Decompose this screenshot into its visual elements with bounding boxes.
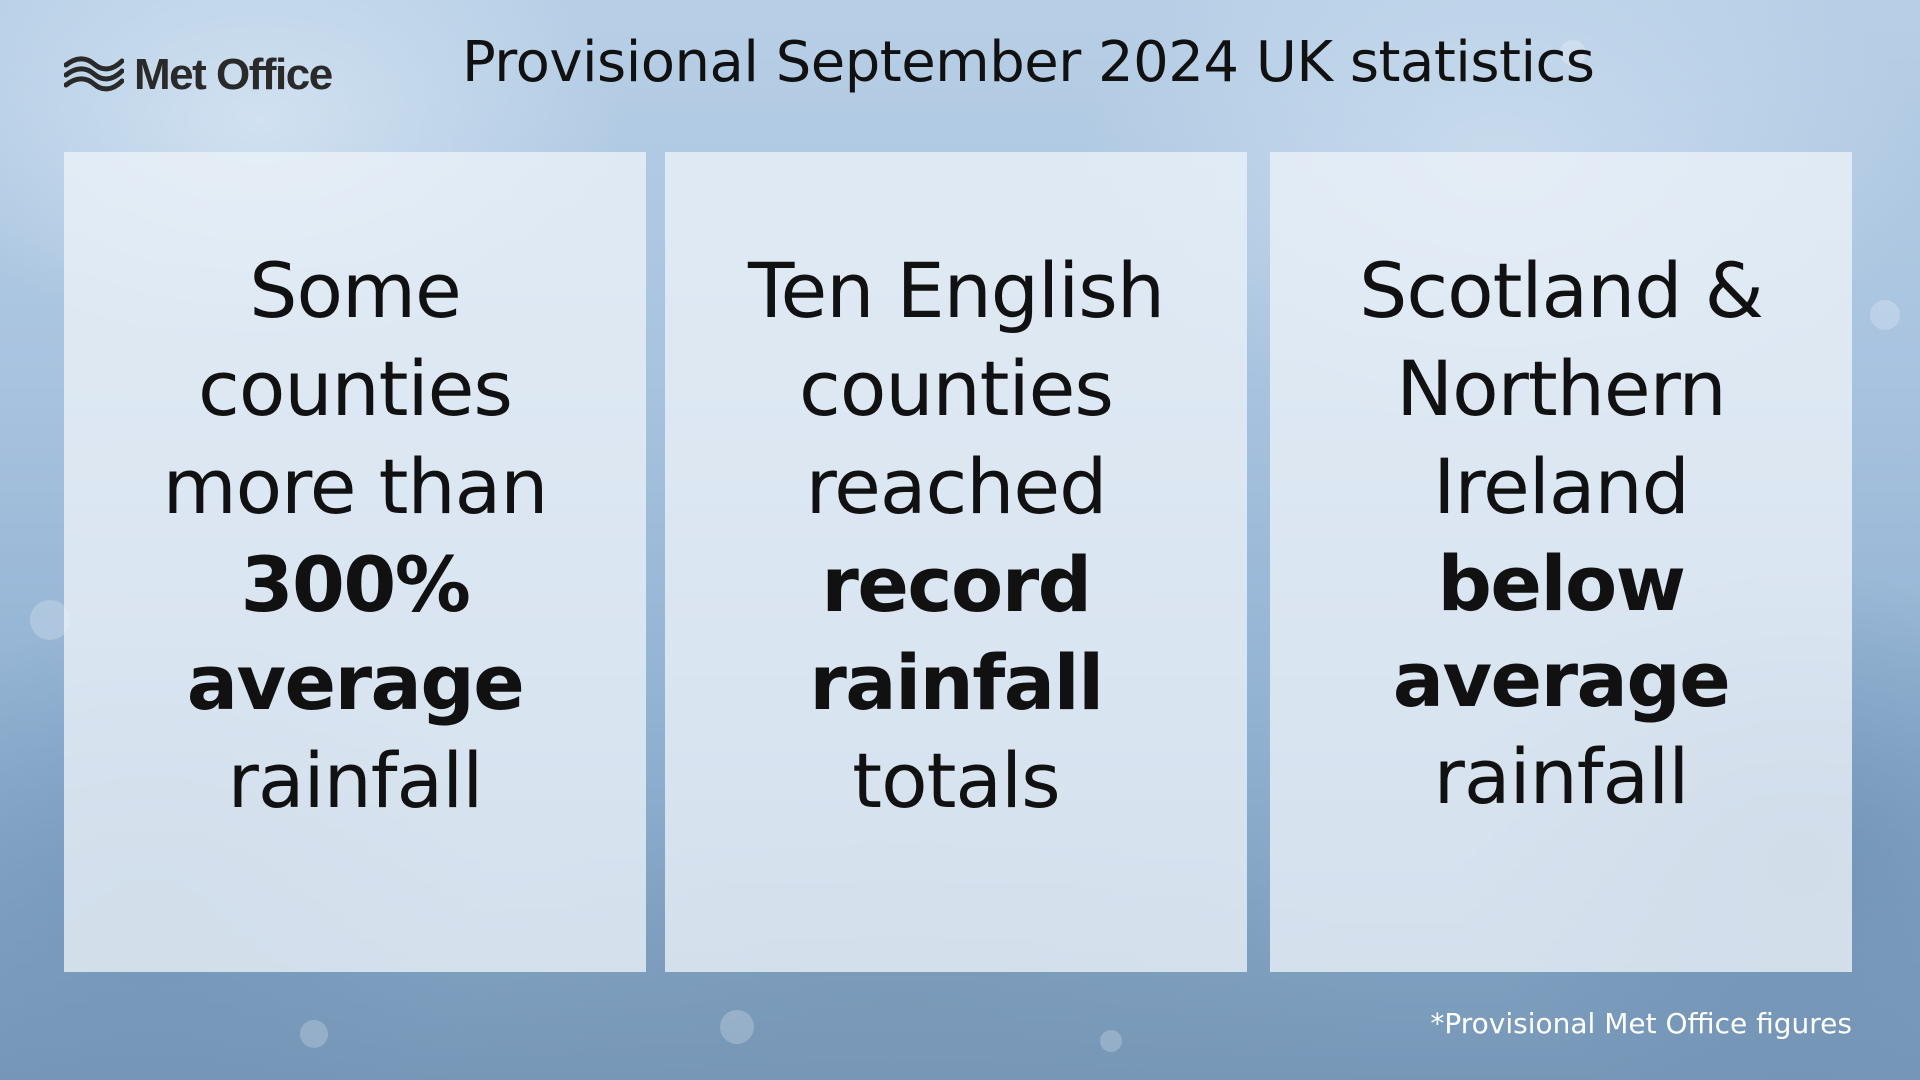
panel-text-line: Ireland	[1433, 442, 1690, 531]
panel-text-line: Some	[249, 246, 462, 335]
panel-text-line: totals	[852, 736, 1060, 825]
panel-highlight-line: 300%	[240, 540, 471, 629]
panel-highlight-line: below	[1437, 539, 1686, 628]
page-title: Provisional September 2024 UK statistics	[462, 30, 1595, 95]
panel-text-line: rainfall	[227, 736, 484, 825]
panel-text-line: Scotland &	[1359, 246, 1764, 335]
panel-text-line: counties	[198, 344, 513, 433]
panel-text-line: more than	[162, 442, 549, 531]
stat-panel-below-average: Scotland & Northern Ireland below averag…	[1270, 152, 1852, 972]
panel-highlight-line: record	[821, 540, 1092, 629]
footnote: *Provisional Met Office figures	[1430, 1007, 1852, 1040]
background-speckle	[1870, 300, 1900, 330]
panel-highlight-line: average	[1392, 635, 1731, 724]
met-office-waves-icon	[64, 56, 124, 92]
panel-text-line: Ten English	[747, 246, 1165, 335]
background-speckle	[30, 600, 70, 640]
panel-text-line: counties	[799, 344, 1114, 433]
background-speckle	[1100, 1030, 1122, 1052]
stat-panel-counties-300-percent: Some counties more than 300% average rai…	[64, 152, 646, 972]
met-office-logo: Met Office	[64, 50, 333, 100]
background-speckle	[720, 1010, 754, 1044]
panel-text-line: Northern	[1396, 344, 1726, 433]
panel-text-line: reached	[805, 442, 1108, 531]
stat-panel-record-rainfall: Ten English counties reached record rain…	[665, 152, 1247, 972]
background-speckle	[1560, 40, 1586, 66]
header: Met Office Provisional September 2024 UK…	[0, 0, 1920, 150]
panel-highlight-line: average	[186, 638, 525, 727]
background-speckle	[300, 1020, 328, 1048]
panel-text-line: rainfall	[1433, 732, 1690, 821]
panel-highlight-line: rainfall	[809, 638, 1104, 727]
logo-text: Met Office	[134, 50, 333, 99]
